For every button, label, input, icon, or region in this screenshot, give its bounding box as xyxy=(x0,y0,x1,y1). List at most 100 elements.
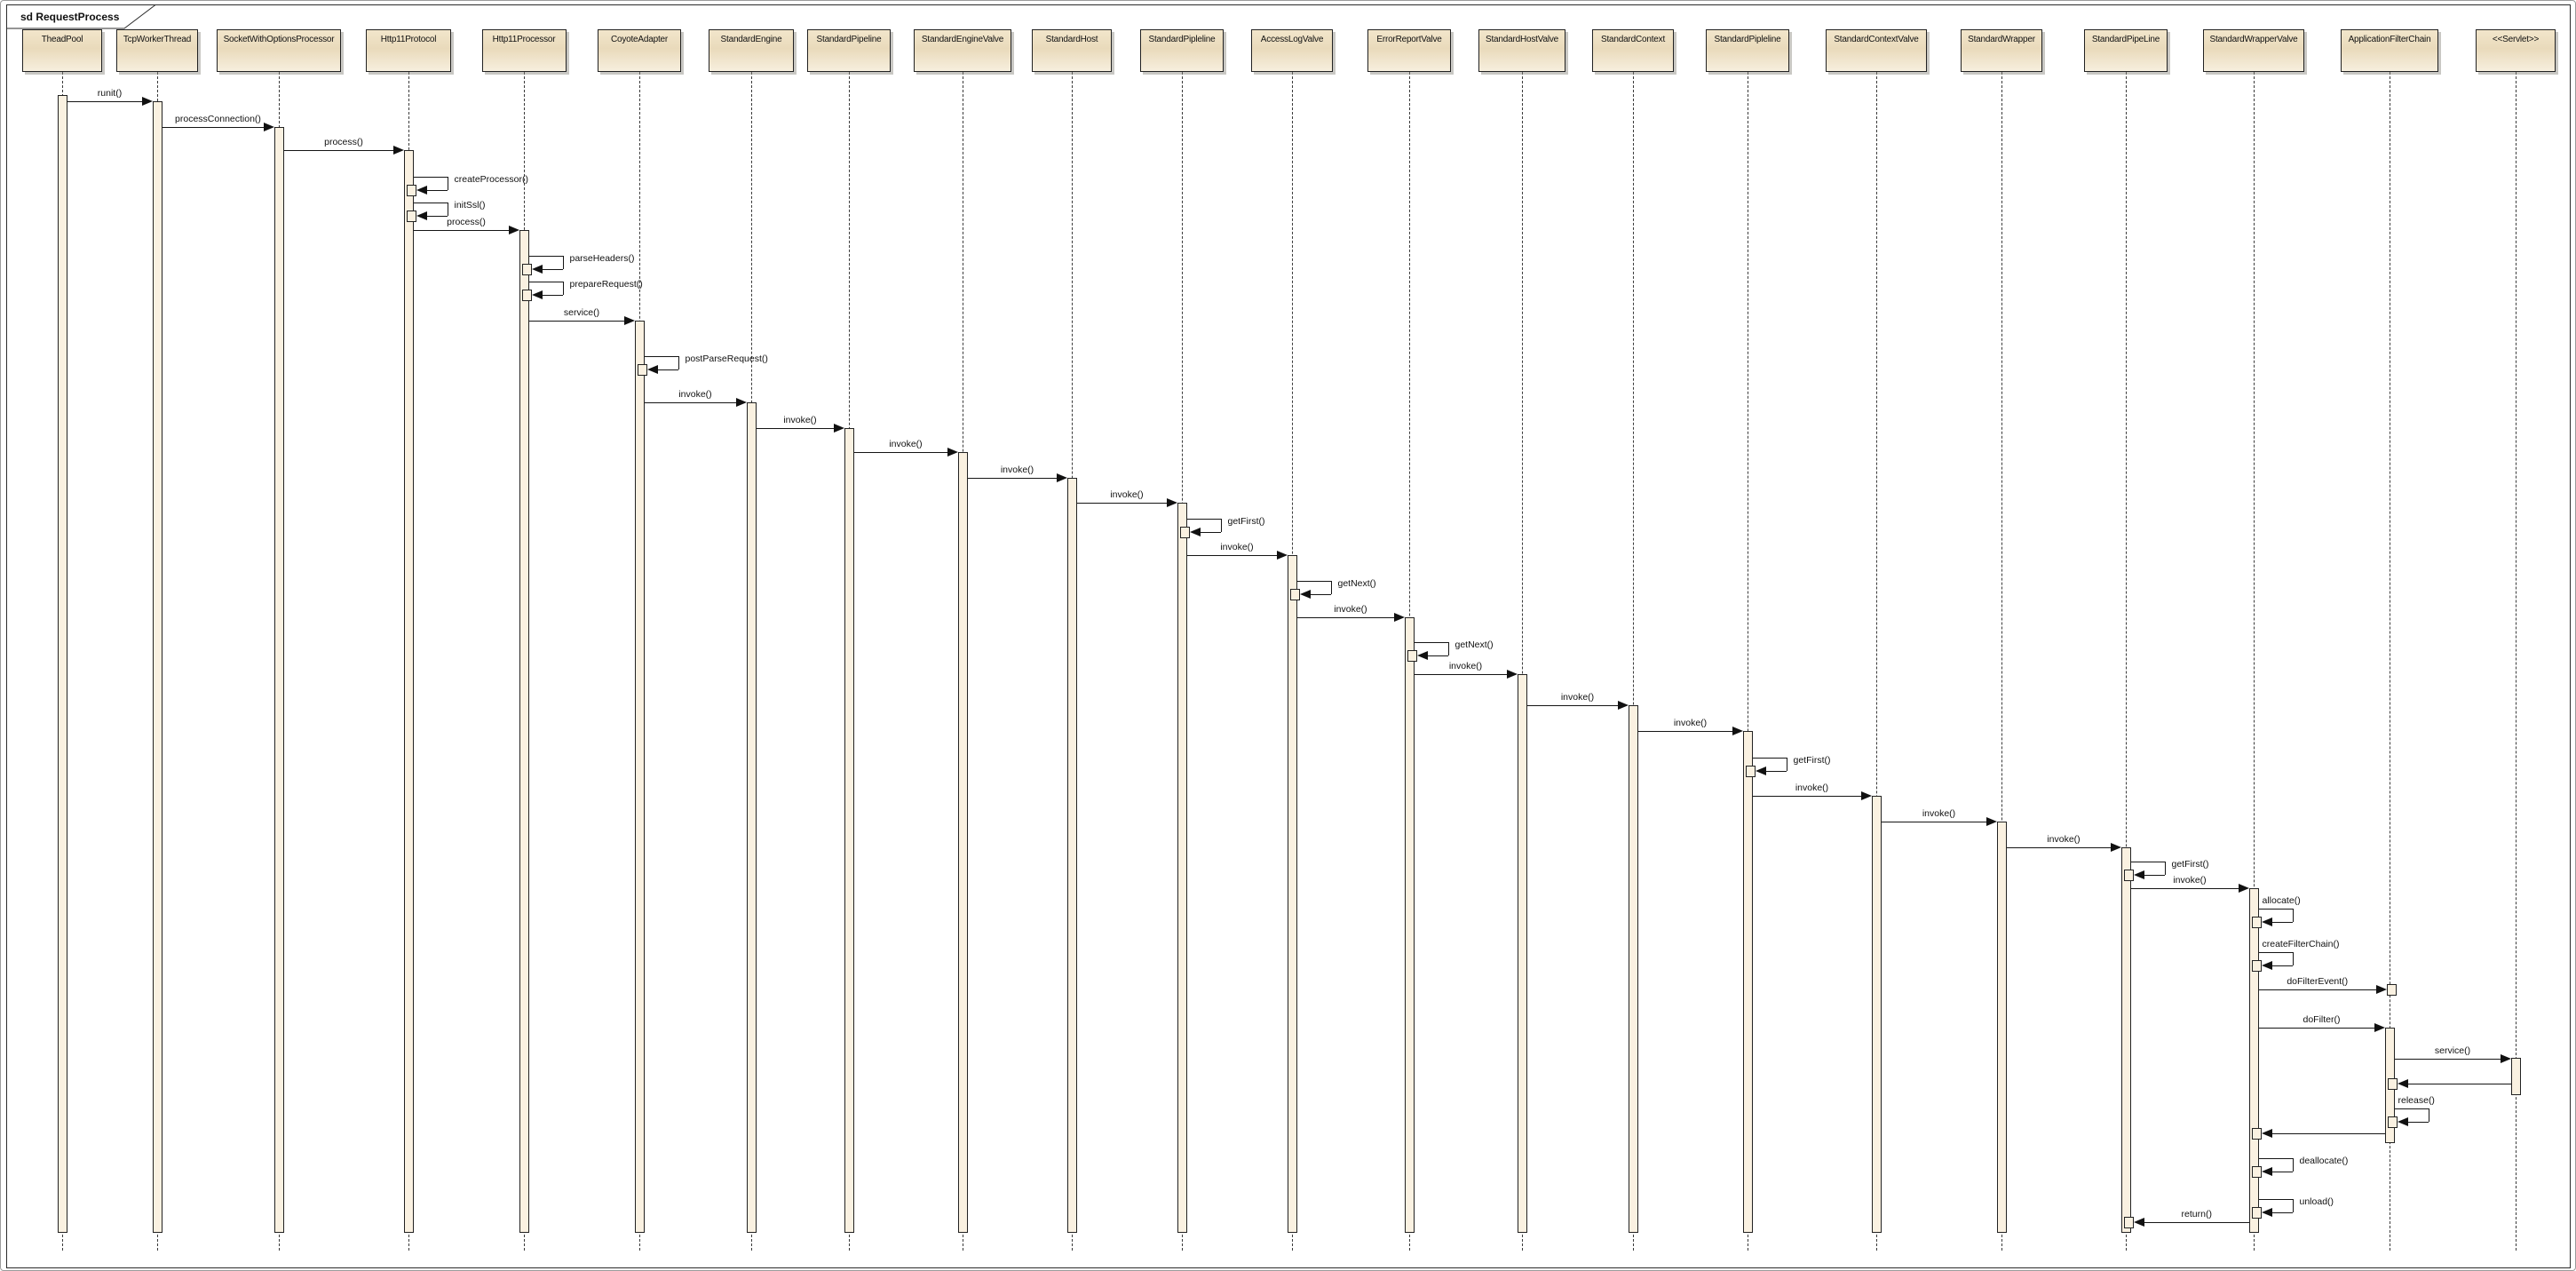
arrowhead-icon xyxy=(2376,985,2387,994)
activation-bar xyxy=(844,428,854,1233)
self-message-line xyxy=(2272,1212,2293,1213)
participant-lifeline xyxy=(2516,72,2517,1251)
arrowhead-icon xyxy=(833,424,844,433)
activation-bar xyxy=(1517,674,1527,1233)
activation-bar xyxy=(403,150,414,1233)
self-message-line xyxy=(644,356,678,357)
message-line xyxy=(1076,503,1167,504)
participant-box: TcpWorkerThread xyxy=(116,29,198,72)
self-message-line xyxy=(2408,1122,2429,1123)
self-message-line xyxy=(2258,1158,2293,1159)
message-label: invoke() xyxy=(1448,661,1483,671)
message-line xyxy=(67,101,142,102)
arrowhead-icon xyxy=(1166,498,1177,507)
arrowhead-icon xyxy=(2398,1079,2408,1088)
message-line xyxy=(2144,1222,2249,1223)
self-message-line xyxy=(413,177,448,178)
arrowhead-icon xyxy=(2238,884,2249,893)
message-label: getNext() xyxy=(1454,639,1494,650)
participant-box: StandardEngineValve xyxy=(914,29,1011,72)
return-nub xyxy=(2388,1078,2398,1090)
message-line xyxy=(1186,555,1277,556)
return-nub xyxy=(407,211,416,222)
arrowhead-icon xyxy=(2262,918,2272,926)
message-label: getFirst() xyxy=(1793,755,1831,766)
self-message-line xyxy=(528,256,563,257)
return-nub xyxy=(2252,960,2262,972)
arrowhead-icon xyxy=(735,398,747,407)
activation-bar xyxy=(519,230,529,1233)
message-label: invoke() xyxy=(1110,489,1144,500)
diagram-title: sd RequestProcess xyxy=(20,11,120,23)
arrowhead-icon xyxy=(623,316,635,325)
self-message-line xyxy=(1186,519,1221,520)
message-line xyxy=(756,428,834,429)
message-line xyxy=(1526,705,1618,706)
arrowhead-icon xyxy=(263,123,274,131)
arrowhead-icon xyxy=(532,265,543,274)
self-message-line xyxy=(1330,581,1332,594)
message-line xyxy=(2258,989,2376,990)
participant-box: StandardContextValve xyxy=(1826,29,1927,72)
arrowhead-icon xyxy=(1300,590,1311,599)
message-label: doFilterEvent() xyxy=(2287,976,2349,987)
self-message-line xyxy=(562,256,564,269)
return-nub xyxy=(407,185,416,196)
arrowhead-icon xyxy=(1986,817,1997,826)
message-label: service() xyxy=(2434,1045,2471,1056)
message-line xyxy=(2272,1133,2385,1134)
self-message-line xyxy=(427,190,448,191)
participant-lifeline xyxy=(2126,72,2127,1251)
arrowhead-icon xyxy=(416,186,427,195)
arrowhead-icon xyxy=(2134,1218,2144,1227)
activation-bar xyxy=(2248,888,2259,1233)
arrowhead-icon xyxy=(2374,1023,2385,1032)
message-label: invoke() xyxy=(2047,834,2081,845)
arrowhead-icon xyxy=(2500,1054,2511,1063)
return-nub xyxy=(1290,589,1300,600)
participant-lifeline xyxy=(1876,72,1877,1251)
diagram-frame xyxy=(6,4,2571,1268)
message-label: getFirst() xyxy=(2171,859,2209,870)
arrowhead-icon xyxy=(532,290,543,299)
self-message-line xyxy=(1766,771,1787,772)
activation-bar xyxy=(2510,1058,2521,1095)
arrowhead-icon xyxy=(392,146,404,155)
self-message-line xyxy=(678,356,679,369)
self-message-line xyxy=(2258,909,2293,910)
arrowhead-icon xyxy=(2262,1167,2272,1176)
self-message-line xyxy=(1311,594,1331,595)
message-label: runit() xyxy=(97,88,123,99)
activation-bar xyxy=(1996,822,2007,1233)
arrowhead-icon xyxy=(508,226,519,234)
return-nub xyxy=(2252,917,2262,928)
participant-box: AccessLogValve xyxy=(1251,29,1333,72)
participant-box: ApplicationFilterChain xyxy=(2341,29,2438,72)
arrowhead-icon xyxy=(2262,961,2272,970)
self-message-line xyxy=(1752,758,1787,759)
participant-lifeline xyxy=(2254,72,2255,1251)
arrowhead-icon xyxy=(2110,843,2121,852)
participant-lifeline xyxy=(2001,72,2002,1251)
arrowhead-icon xyxy=(1393,613,1405,622)
diagram-frame-tab: sd RequestProcess xyxy=(6,4,166,29)
participant-box: StandardPipeLine xyxy=(2084,29,2168,72)
activation-bar xyxy=(1871,796,1882,1233)
self-message-line xyxy=(2258,952,2293,953)
message-label: process() xyxy=(447,217,486,227)
message-label: release() xyxy=(2398,1095,2435,1106)
return-nub xyxy=(2124,870,2134,881)
arrowhead-icon xyxy=(1190,528,1201,536)
message-label: createFilterChain() xyxy=(2262,939,2340,949)
return-nub xyxy=(2388,1116,2398,1128)
message-label: invoke() xyxy=(1795,782,1829,793)
message-line xyxy=(1414,674,1507,675)
message-label: postParseRequest() xyxy=(685,353,768,364)
arrowhead-icon xyxy=(2134,870,2144,879)
self-message-line xyxy=(2164,862,2166,875)
activation-bar xyxy=(1066,478,1077,1233)
arrowhead-icon xyxy=(1506,670,1518,679)
participant-lifeline xyxy=(1633,72,1634,1251)
message-label: invoke() xyxy=(783,415,817,425)
